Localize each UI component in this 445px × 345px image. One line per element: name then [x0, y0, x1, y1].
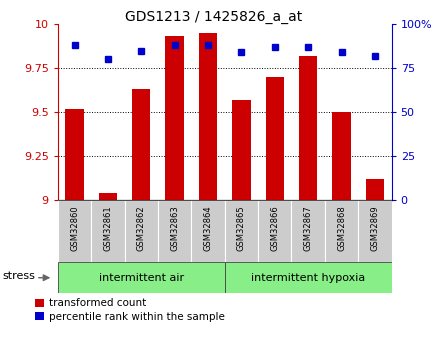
Bar	[166, 37, 184, 200]
Text: GSM32867: GSM32867	[303, 205, 313, 251]
Bar	[299, 56, 317, 200]
Legend: transformed count, percentile rank within the sample: transformed count, percentile rank withi…	[36, 298, 225, 322]
Text: intermittent air: intermittent air	[99, 273, 184, 283]
Text: GSM32865: GSM32865	[237, 205, 246, 251]
Text: GSM32869: GSM32869	[370, 205, 380, 251]
Bar	[65, 109, 84, 200]
Bar	[58, 200, 91, 262]
Text: stress: stress	[3, 271, 36, 281]
Bar	[225, 200, 258, 262]
Text: GDS1213 / 1425826_a_at: GDS1213 / 1425826_a_at	[125, 10, 302, 24]
Text: GSM32863: GSM32863	[170, 205, 179, 251]
Text: GSM32864: GSM32864	[203, 205, 213, 251]
Bar	[99, 193, 117, 200]
Bar	[158, 200, 191, 262]
Bar	[232, 100, 251, 200]
Bar	[58, 262, 225, 293]
Text: GSM32860: GSM32860	[70, 205, 79, 251]
Bar	[199, 33, 217, 200]
Bar	[358, 200, 392, 262]
Bar	[366, 179, 384, 200]
Bar	[332, 112, 351, 200]
Bar	[125, 200, 158, 262]
Bar	[325, 200, 358, 262]
Bar	[291, 200, 325, 262]
Bar	[266, 77, 284, 200]
Bar	[191, 200, 225, 262]
Bar	[132, 89, 150, 200]
Text: GSM32866: GSM32866	[270, 205, 279, 251]
Bar	[225, 262, 392, 293]
Text: GSM32861: GSM32861	[103, 205, 113, 251]
Bar	[91, 200, 125, 262]
Bar	[258, 200, 291, 262]
Text: GSM32868: GSM32868	[337, 205, 346, 251]
Text: intermittent hypoxia: intermittent hypoxia	[251, 273, 365, 283]
Text: GSM32862: GSM32862	[137, 205, 146, 251]
